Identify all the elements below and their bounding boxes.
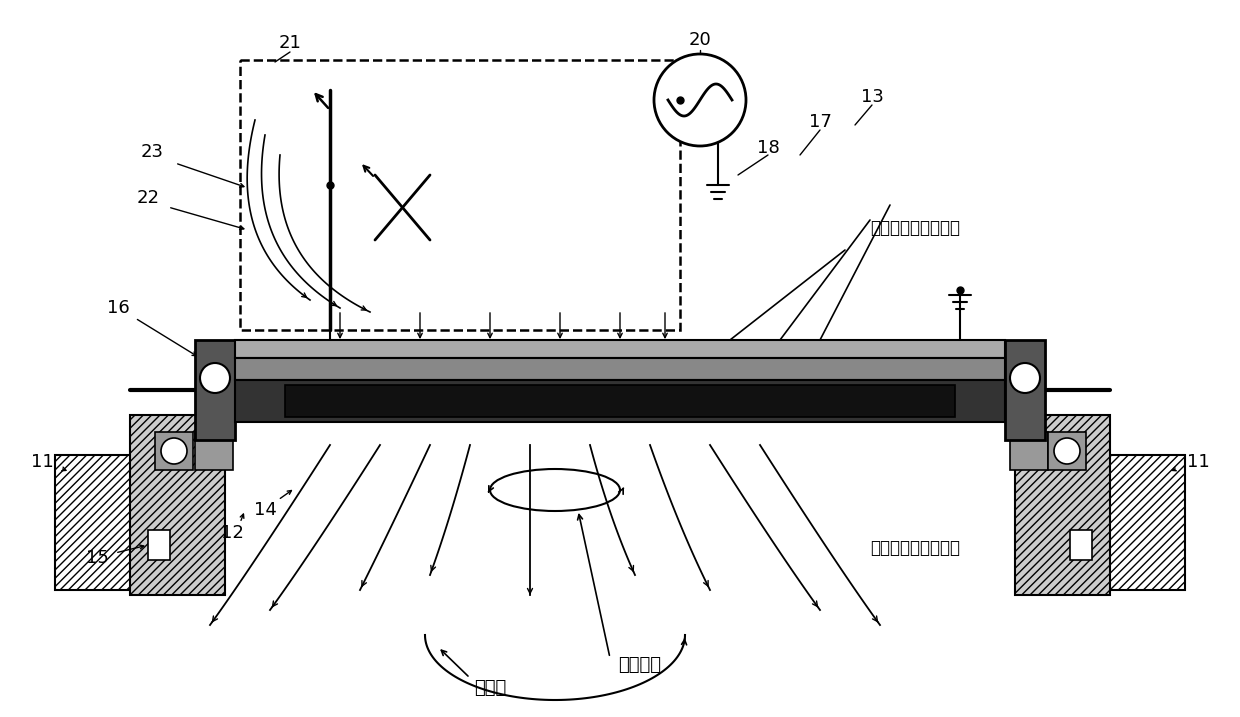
Circle shape	[161, 438, 187, 464]
Text: 16: 16	[107, 299, 129, 317]
Circle shape	[200, 363, 229, 393]
Bar	[55, 455, 219, 590]
Text: S: S	[365, 396, 376, 414]
Bar	[236, 358, 1004, 380]
Text: 电子轨道: 电子轨道	[619, 656, 661, 674]
Bar	[1070, 530, 1092, 560]
Bar	[130, 415, 224, 595]
Text: 13: 13	[861, 88, 883, 106]
Text: 11: 11	[1187, 453, 1209, 471]
Bar	[236, 380, 1004, 422]
Bar	[241, 60, 680, 330]
Circle shape	[653, 54, 746, 146]
Bar	[1016, 415, 1110, 595]
Bar	[236, 340, 1004, 358]
Bar	[195, 340, 236, 440]
Bar	[195, 432, 233, 470]
Bar	[148, 530, 170, 560]
Bar	[1021, 455, 1185, 590]
Text: 22: 22	[136, 189, 160, 207]
Text: 11: 11	[31, 453, 53, 471]
Text: N: N	[593, 392, 608, 410]
Circle shape	[1054, 438, 1080, 464]
Text: （真空容器内部側）: （真空容器内部側）	[870, 539, 960, 557]
Bar	[1011, 432, 1048, 470]
Circle shape	[1011, 363, 1040, 393]
Text: 21: 21	[279, 34, 301, 52]
Text: 15: 15	[86, 549, 108, 567]
Text: 23: 23	[140, 143, 164, 161]
Bar	[1048, 432, 1086, 470]
Text: 20: 20	[688, 31, 712, 49]
Bar	[285, 385, 955, 417]
Bar	[1021, 455, 1185, 590]
Text: 12: 12	[221, 524, 243, 542]
Text: （真空容器外部側）: （真空容器外部側）	[870, 219, 960, 237]
Text: 14: 14	[253, 501, 277, 519]
Text: 磁力线: 磁力线	[474, 679, 506, 697]
Bar	[155, 432, 193, 470]
Bar	[1004, 340, 1045, 440]
Bar	[55, 455, 219, 590]
Bar	[130, 415, 224, 595]
Text: 18: 18	[756, 139, 780, 157]
Bar	[1016, 415, 1110, 595]
Text: 17: 17	[808, 113, 832, 131]
